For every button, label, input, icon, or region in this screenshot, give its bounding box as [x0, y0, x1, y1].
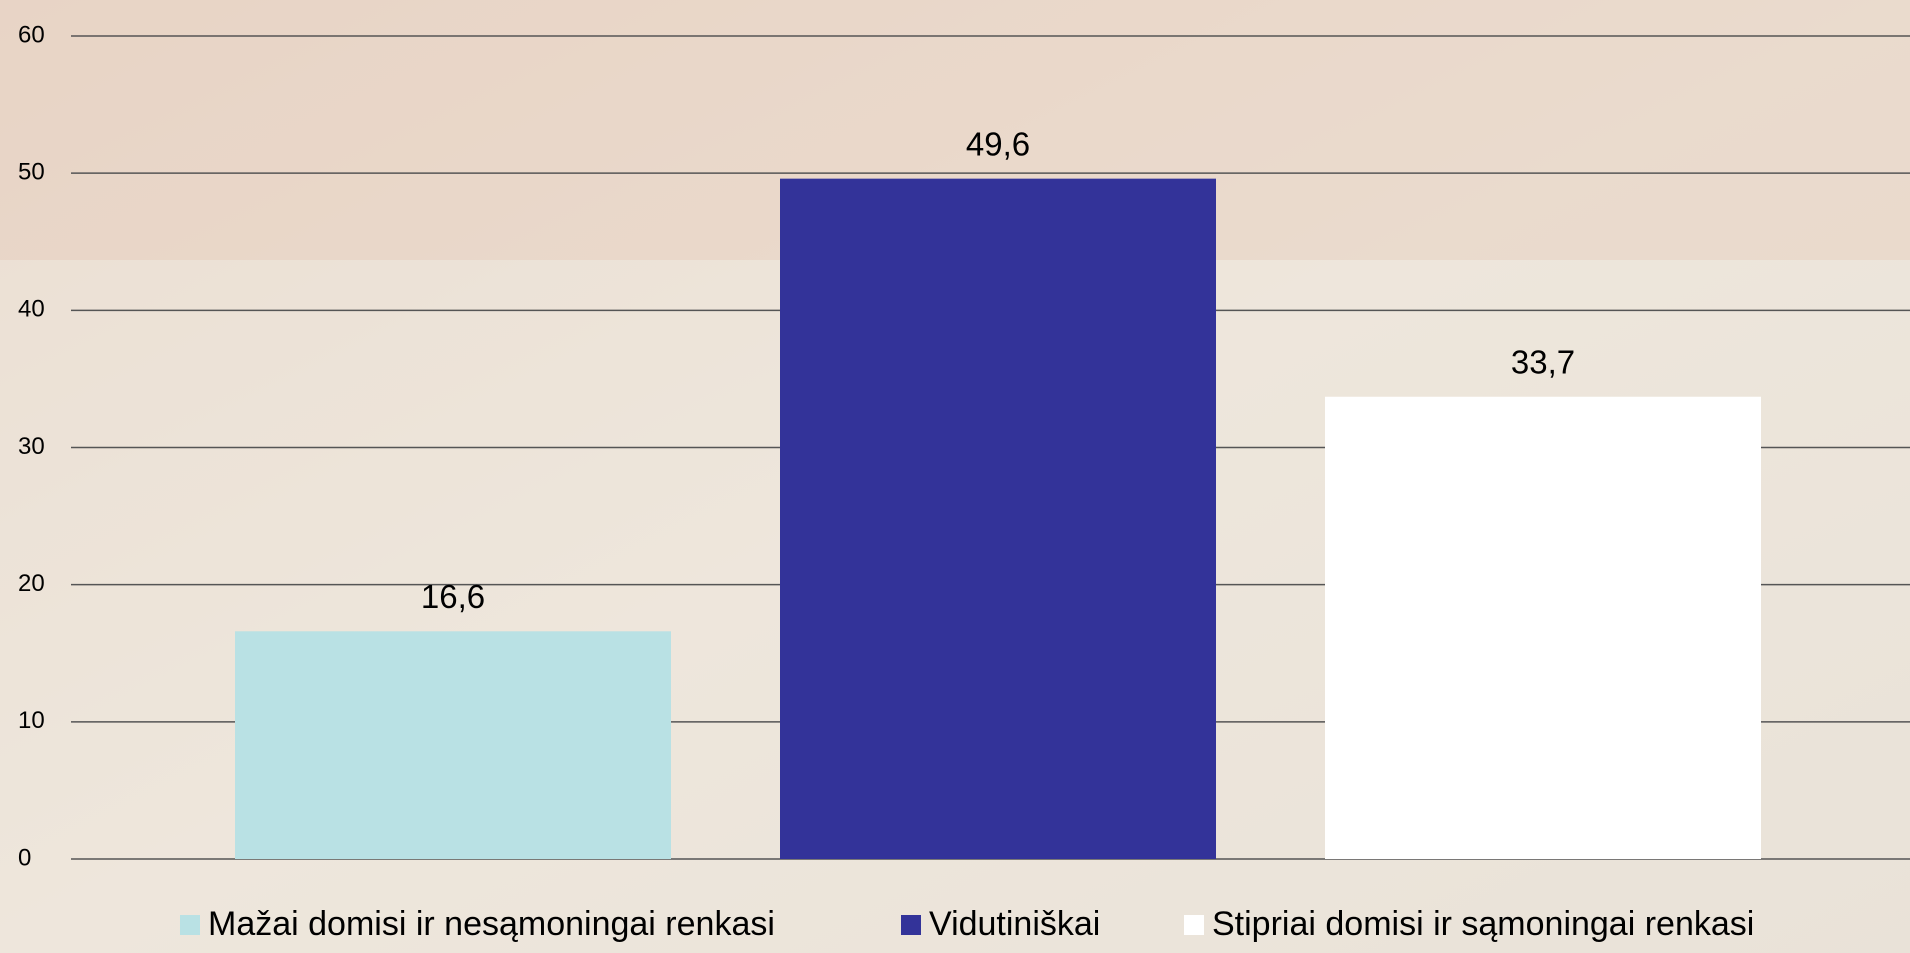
- chart: 0 10 20 30 40 50 60 16,6 49,6 33,7 Mažai domisi ir…: [0, 0, 1910, 953]
- y-tick-label: 60: [18, 21, 45, 48]
- y-tick-label: 40: [18, 296, 45, 323]
- legend-swatch: [1184, 915, 1204, 935]
- data-label: 49,6: [966, 125, 1030, 162]
- legend-label: Stipriai domisi ir sąmoningai renkasi: [1212, 905, 1754, 943]
- legend-swatch: [901, 915, 921, 935]
- bar: [235, 631, 671, 859]
- y-tick-label: 10: [18, 707, 45, 734]
- bar: [780, 179, 1216, 859]
- data-label: 33,7: [1511, 343, 1575, 380]
- y-tick-label: 30: [18, 433, 45, 460]
- y-tick-label: 0: [18, 844, 31, 871]
- legend-label: Mažai domisi ir nesąmoningai renkasi: [208, 905, 775, 943]
- legend-swatch: [180, 915, 200, 935]
- legend-label: Vidutiniškai: [929, 905, 1100, 943]
- data-label: 16,6: [421, 578, 485, 615]
- bar: [1325, 397, 1761, 859]
- y-tick-label: 50: [18, 159, 45, 186]
- y-tick-label: 20: [18, 570, 45, 597]
